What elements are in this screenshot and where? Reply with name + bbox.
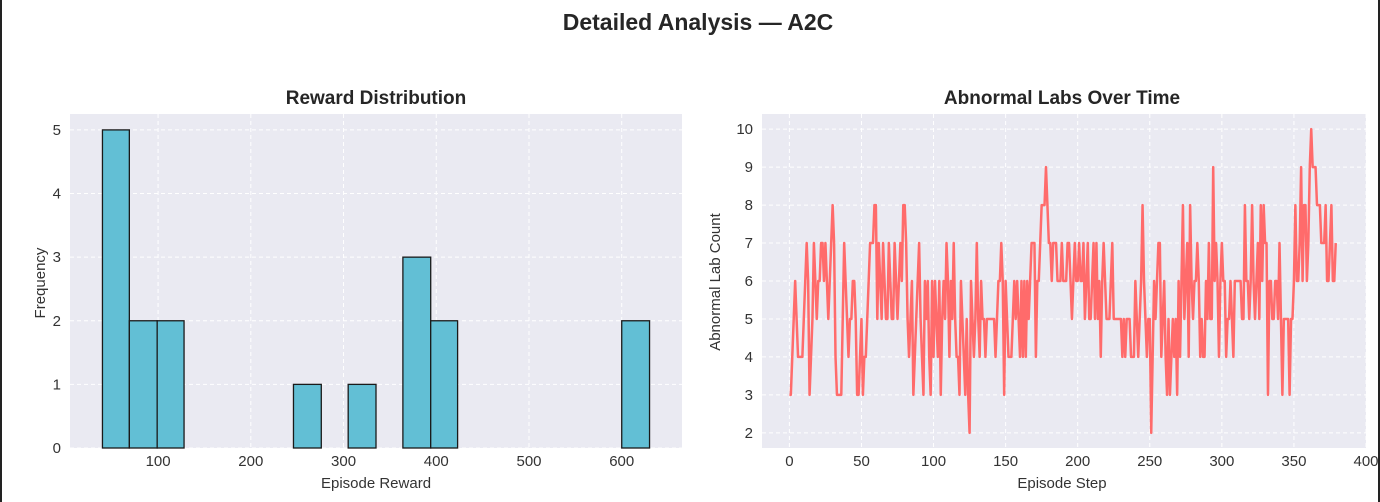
- line-chart-y-tick-label: 3: [745, 387, 753, 404]
- histogram-x-tick-label: 100: [146, 453, 171, 470]
- histogram-y-ticks: 0 1 2 3 4 5: [53, 122, 61, 457]
- histogram-x-tick-label: 300: [331, 453, 356, 470]
- line-chart-y-tick-label: 5: [745, 311, 753, 328]
- line-chart-x-tick-label: 300: [1209, 453, 1234, 470]
- line-chart-y-tick-label: 9: [745, 159, 753, 176]
- line-chart-x-ticks: 0 50 100 150 200 250 300 350 400: [785, 453, 1378, 470]
- line-chart-y-ticks: 2 3 4 5 6 7 8 9 10: [736, 121, 753, 442]
- histogram-bar: [128, 320, 158, 449]
- histogram-bar: [621, 320, 651, 449]
- line-chart-y-tick-label: 2: [745, 425, 753, 442]
- line-chart-y-tick-label: 4: [745, 349, 753, 366]
- line-chart-x-tick-label: 400: [1353, 453, 1378, 470]
- reward-distribution-chart: 100 200 300 400 500 600 0 1 2 3 4 5 Reward Distrib…: [32, 88, 682, 492]
- histogram-title: Reward Distribution: [286, 88, 467, 109]
- line-chart-x-tick-label: 50: [853, 453, 870, 470]
- histogram-y-tick-label: 4: [53, 186, 61, 203]
- line-chart-x-tick-label: 250: [1137, 453, 1162, 470]
- line-chart-x-tick-label: 100: [921, 453, 946, 470]
- histogram-y-tick-label: 3: [53, 249, 61, 266]
- line-chart-y-tick-label: 10: [736, 121, 753, 138]
- histogram-y-tick-label: 2: [53, 313, 61, 330]
- histogram-x-axis-label: Episode Reward: [321, 475, 431, 492]
- histogram-y-tick-label: 1: [53, 376, 61, 393]
- histogram-bar: [347, 383, 377, 449]
- line-chart-x-tick-label: 150: [993, 453, 1018, 470]
- abnormal-labs-chart: 0 50 100 150 200 250 300 350 400 2 3 4 5 6 7 8 9 10 Abno…: [707, 88, 1379, 492]
- line-chart-y-tick-label: 6: [745, 273, 753, 290]
- histogram-x-tick-label: 200: [238, 453, 263, 470]
- line-chart-x-tick-label: 200: [1065, 453, 1090, 470]
- histogram-x-tick-label: 500: [516, 453, 541, 470]
- histogram-y-axis-label: Frequency: [32, 247, 49, 318]
- histogram-x-tick-label: 600: [609, 453, 634, 470]
- histogram-bar: [402, 256, 432, 449]
- histogram-x-ticks: 100 200 300 400 500 600: [146, 453, 635, 470]
- line-chart-x-axis-label: Episode Step: [1017, 475, 1106, 492]
- figure-title: Detailed Analysis — A2C: [563, 9, 834, 35]
- histogram-x-tick-label: 400: [424, 453, 449, 470]
- line-chart-y-tick-label: 7: [745, 235, 753, 252]
- line-chart-y-axis-label: Abnormal Lab Count: [707, 212, 724, 350]
- histogram-bar: [430, 320, 459, 449]
- histogram-y-tick-label: 5: [53, 122, 61, 139]
- histogram-bars: [101, 129, 651, 449]
- line-chart-x-tick-label: 0: [785, 453, 793, 470]
- histogram-bar: [292, 383, 322, 449]
- histogram-bar: [101, 129, 130, 449]
- line-chart-x-tick-label: 350: [1281, 453, 1306, 470]
- histogram-bar: [156, 320, 185, 449]
- abnormal-lab-count-series-line: [789, 127, 1337, 435]
- line-chart-y-tick-label: 8: [745, 197, 753, 214]
- histogram-y-tick-label: 0: [53, 440, 61, 457]
- line-chart-title: Abnormal Labs Over Time: [944, 88, 1180, 109]
